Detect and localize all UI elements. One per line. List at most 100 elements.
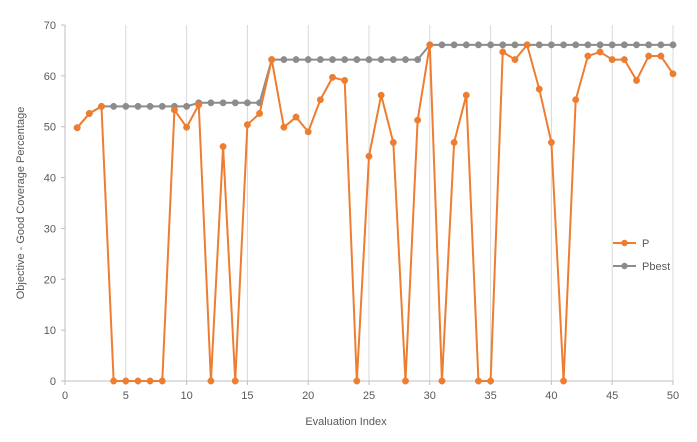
legend-label-P: P [642, 238, 649, 250]
data-point-P [353, 377, 361, 385]
x-tick-label: 0 [62, 390, 68, 402]
data-point-Pbest [474, 41, 482, 49]
data-point-Pbest [207, 99, 215, 107]
data-point-P [365, 152, 373, 160]
x-tick-label: 15 [241, 390, 253, 402]
data-point-Pbest [462, 41, 470, 49]
data-point-Pbest [572, 41, 580, 49]
data-point-Pbest [620, 41, 628, 49]
data-point-P [474, 377, 482, 385]
data-point-Pbest [499, 41, 507, 49]
data-point-P [256, 110, 264, 117]
x-tick-label: 50 [667, 390, 679, 402]
data-point-Pbest [280, 56, 288, 64]
x-tick-label: 35 [484, 390, 496, 402]
data-point-Pbest [414, 56, 422, 64]
y-tick-label: 40 [44, 173, 56, 185]
y-tick-label: 10 [44, 325, 56, 337]
data-point-Pbest [584, 41, 592, 49]
data-point-P [620, 56, 628, 64]
data-point-Pbest [231, 99, 239, 107]
data-point-Pbest [329, 56, 336, 64]
data-point-Pbest [243, 99, 251, 107]
data-point-P [450, 139, 458, 146]
y-tick-label: 20 [44, 274, 56, 286]
data-point-P [292, 113, 300, 121]
data-point-P [329, 73, 336, 81]
data-point-P [268, 56, 276, 64]
data-point-P [523, 41, 531, 49]
x-axis-label: Evaluation Index [305, 416, 387, 428]
series-P [73, 41, 677, 385]
x-tick-label: 5 [123, 390, 129, 402]
data-point-P [280, 123, 288, 131]
data-point-P [304, 128, 312, 136]
series-line-Pbest [76, 43, 673, 129]
data-point-P [207, 377, 215, 385]
data-point-P [487, 377, 495, 385]
data-point-Pbest [292, 56, 300, 64]
data-point-P [402, 377, 409, 385]
x-tick-label: 45 [606, 390, 618, 402]
data-point-Pbest [657, 41, 665, 49]
y-axis-label: Objective - Good Coverage Percentage [15, 107, 27, 300]
data-point-Pbest [547, 41, 555, 49]
data-point-Pbest [146, 102, 154, 110]
data-point-P [219, 143, 227, 150]
data-point-P [389, 139, 397, 146]
data-point-Pbest [110, 102, 118, 110]
data-point-P [633, 76, 640, 84]
x-tick-label: 20 [302, 390, 314, 402]
y-tick-label: 0 [50, 376, 56, 388]
data-point-P [535, 85, 543, 93]
data-point-P [669, 70, 677, 78]
legend: P Pbest [613, 238, 670, 273]
data-point-Pbest [560, 41, 568, 49]
data-point-Pbest [316, 56, 324, 64]
data-point-Pbest [365, 56, 373, 64]
data-point-P [73, 124, 81, 132]
data-point-P [98, 102, 105, 110]
data-point-Pbest [304, 56, 312, 64]
data-point-Pbest [158, 102, 166, 110]
legend-marker-P [621, 239, 628, 247]
data-point-P [183, 123, 191, 131]
x-tick-label: 40 [545, 390, 557, 402]
grid-layer [125, 25, 674, 381]
data-point-P [547, 139, 555, 146]
data-point-P [195, 101, 203, 109]
data-point-Pbest [353, 56, 361, 64]
data-point-Pbest [219, 99, 227, 107]
data-point-P [426, 41, 434, 49]
data-point-Pbest [645, 41, 653, 49]
data-point-P [608, 56, 616, 64]
series-line-P [76, 43, 674, 382]
data-point-P [85, 110, 93, 117]
data-point-Pbest [341, 56, 349, 64]
data-point-Pbest [122, 102, 130, 110]
data-point-P [499, 48, 507, 56]
data-point-P [146, 377, 154, 385]
series-layer [73, 41, 677, 385]
data-point-P [511, 56, 519, 64]
data-point-Pbest [389, 56, 397, 64]
data-point-P [243, 121, 251, 129]
data-point-P [560, 377, 568, 385]
data-point-Pbest [535, 41, 543, 49]
data-point-Pbest [134, 102, 142, 110]
legend-label-Pbest: Pbest [642, 261, 670, 273]
data-point-P [584, 52, 592, 60]
data-point-P [341, 76, 349, 84]
data-point-P [645, 52, 653, 60]
data-point-Pbest [596, 41, 604, 49]
data-point-P [170, 106, 178, 114]
y-tick-label: 60 [44, 71, 56, 83]
x-tick-label: 10 [180, 390, 192, 402]
data-point-P [438, 377, 446, 385]
data-point-Pbest [608, 41, 616, 49]
data-point-P [572, 96, 580, 104]
y-tick-label: 50 [44, 122, 56, 134]
x-tick-label: 25 [363, 390, 375, 402]
data-point-Pbest [633, 41, 640, 49]
